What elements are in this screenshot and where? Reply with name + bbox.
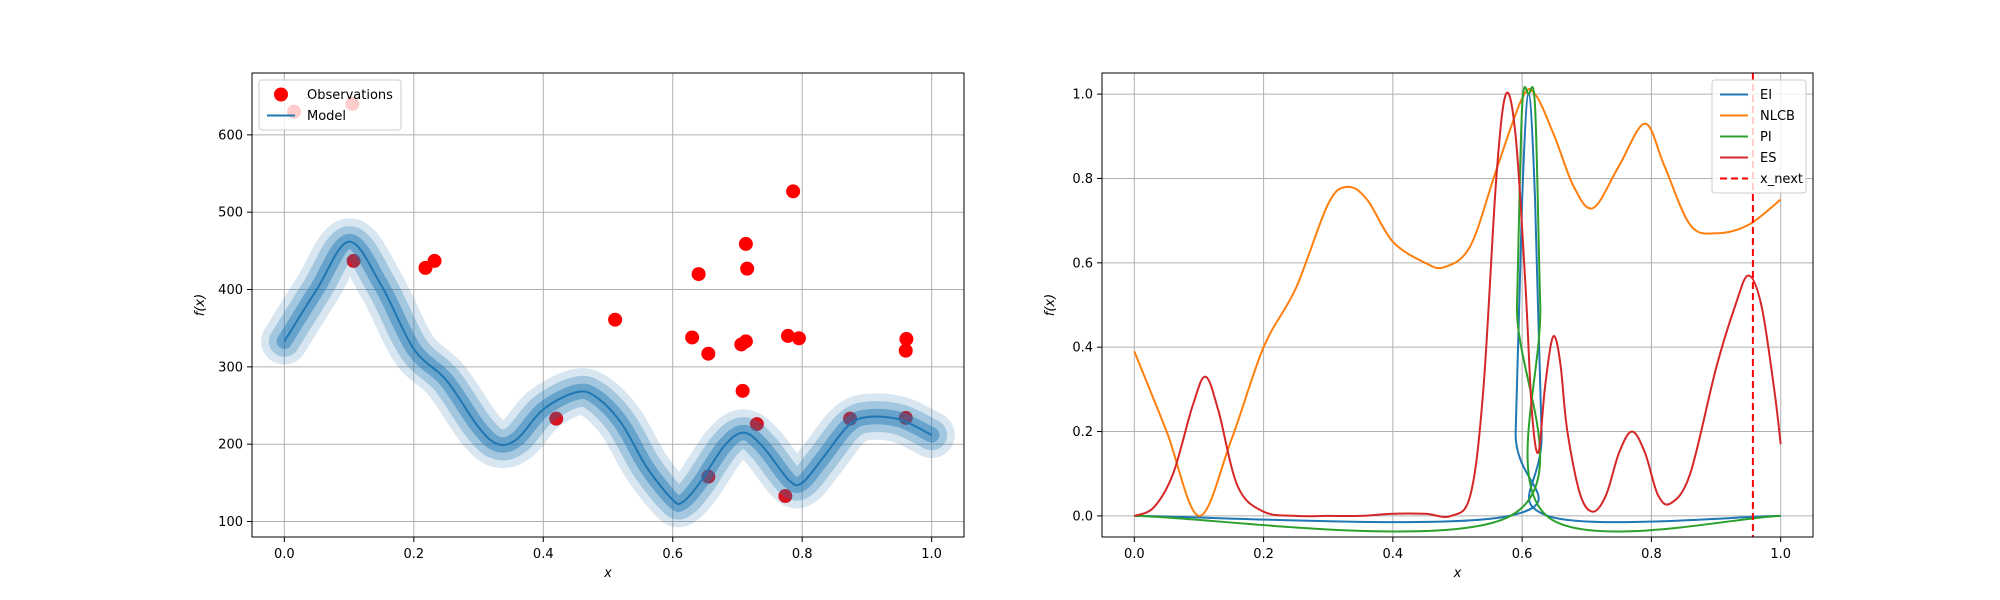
legend-es-label: ES bbox=[1760, 151, 1776, 166]
legend-observations-label: Observations bbox=[307, 88, 393, 103]
observation-point bbox=[786, 184, 801, 199]
y-tick-label: 0.8 bbox=[1072, 172, 1093, 187]
y-tick-label: 100 bbox=[218, 515, 243, 530]
observation-point bbox=[780, 328, 795, 343]
y-tick-label: 500 bbox=[218, 206, 243, 221]
observation-point bbox=[691, 267, 706, 282]
x-tick-label: 0.6 bbox=[1512, 547, 1533, 562]
x-tick-label: 0.8 bbox=[1641, 547, 1662, 562]
x-axis-label: x bbox=[1453, 566, 1462, 581]
observation-point bbox=[549, 411, 564, 426]
observation-point bbox=[749, 417, 764, 432]
y-tick-label: 0.4 bbox=[1072, 341, 1093, 356]
y-tick-label: 0.6 bbox=[1072, 256, 1093, 271]
legend-observations-marker bbox=[274, 87, 288, 102]
legend-pi-label: PI bbox=[1760, 130, 1772, 145]
x-tick-label: 0.0 bbox=[1124, 547, 1145, 562]
chart-panel-2: 0.0 0.2 0.4 0.6 0.8 1.0 0.0 0.2 0.4 0.6 0.8 1.0 x f(x… bbox=[1043, 72, 1814, 581]
x-tick-label: 0.4 bbox=[533, 547, 554, 562]
x-tick-label: 1.0 bbox=[921, 547, 942, 562]
observation-point bbox=[346, 253, 361, 268]
observation-point bbox=[898, 343, 913, 358]
observation-point bbox=[778, 489, 793, 504]
y-tick-label: 200 bbox=[218, 438, 243, 453]
x-axis-label: x bbox=[603, 566, 612, 581]
y-axis-label: f(x) bbox=[1043, 294, 1058, 316]
observation-point bbox=[791, 331, 806, 346]
series-model-line bbox=[283, 240, 933, 506]
x-tick-label: 1.0 bbox=[1770, 547, 1791, 562]
y-tick-label: 400 bbox=[218, 283, 243, 298]
plot-area bbox=[261, 96, 955, 528]
x-tick-label: 0.4 bbox=[1383, 547, 1404, 562]
y-tick-label: 300 bbox=[218, 360, 243, 375]
series-pi-line bbox=[1134, 86, 1781, 533]
x-tick-label: 0.2 bbox=[1253, 547, 1274, 562]
observation-point bbox=[685, 330, 700, 345]
observation-point bbox=[427, 253, 442, 268]
x-tick-label: 0.6 bbox=[662, 547, 683, 562]
y-tick-label: 1.0 bbox=[1072, 88, 1093, 103]
legend-x-next-label: x_next bbox=[1760, 172, 1803, 187]
x-tick-label: 0.0 bbox=[274, 547, 295, 562]
axes-frame bbox=[1101, 72, 1814, 538]
series-nlcb-line bbox=[1133, 88, 1782, 517]
observation-point bbox=[608, 312, 623, 327]
observation-point bbox=[738, 334, 753, 349]
plot-area bbox=[1133, 73, 1782, 537]
legend-box bbox=[258, 79, 402, 131]
axes-frame bbox=[251, 72, 965, 538]
x-tick-label: 0.8 bbox=[792, 547, 813, 562]
series-es-line bbox=[1133, 91, 1782, 518]
observation-point bbox=[701, 346, 716, 361]
observation-point bbox=[899, 332, 914, 347]
y-axis-label: f(x) bbox=[193, 294, 208, 316]
chart-panel-1: 0.0 0.2 0.4 0.6 0.8 1.0 100 200 300 400 500 600 x f(x… bbox=[193, 72, 965, 581]
observation-point bbox=[735, 383, 750, 398]
legend-model-label: Model bbox=[307, 109, 346, 124]
legend-ei-label: EI bbox=[1760, 88, 1772, 103]
x-tick-label: 0.2 bbox=[403, 547, 424, 562]
y-tick-label: 0.0 bbox=[1072, 509, 1093, 524]
legend-box bbox=[1711, 79, 1807, 194]
y-tick-label: 0.2 bbox=[1072, 425, 1093, 440]
legend: Observations Model bbox=[258, 79, 402, 131]
observation-point bbox=[738, 236, 753, 251]
legend: EI NLCB PI ES x_next bbox=[1711, 79, 1807, 194]
y-tick-label: 600 bbox=[218, 128, 243, 143]
legend-nlcb-label: NLCB bbox=[1760, 109, 1795, 124]
observation-point bbox=[701, 469, 716, 484]
series-ei-line bbox=[1134, 93, 1781, 524]
observation-point bbox=[740, 261, 755, 276]
